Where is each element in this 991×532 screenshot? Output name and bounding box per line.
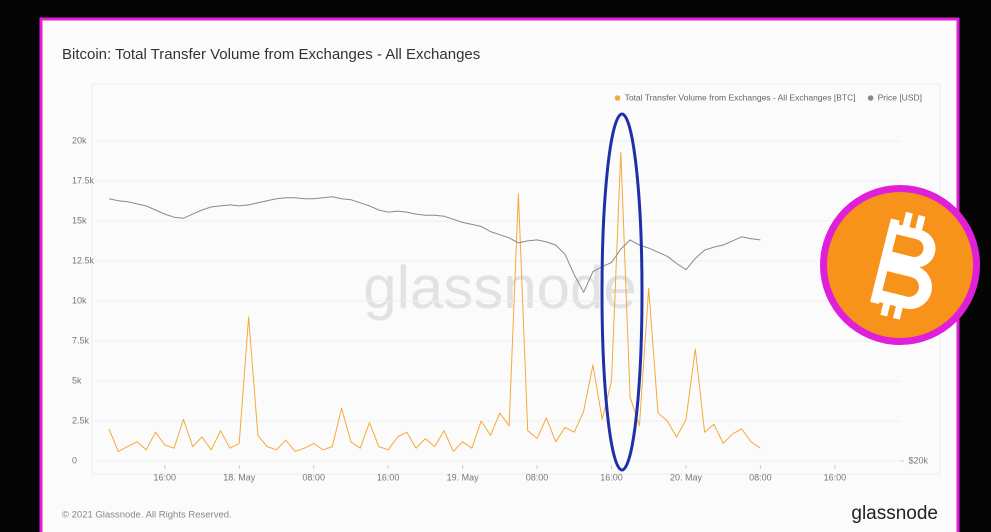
footer: © 2021 Glassnode. All Rights Reserved. — [62, 510, 232, 521]
logo-symbol — [870, 211, 936, 320]
legend-marker — [867, 95, 874, 101]
plot: 0 2.5k 5k 7.5k 10k 12.5k 15k 17.5k 20k $20k 16:00 1… — [72, 92, 928, 482]
x-tick-label: 08:00 — [749, 472, 772, 482]
y-tick-label: 12.5k — [72, 255, 95, 265]
y-tick-label: 17.5k — [72, 175, 95, 185]
y-tick-label: 20k — [72, 135, 87, 145]
x-tick-label: 16:00 — [154, 472, 177, 482]
y-tick-label: 5k — [72, 375, 82, 385]
series-line — [108, 196, 761, 293]
watermark: glassnode — [363, 254, 637, 321]
x-tick-label: 20. May — [670, 472, 703, 482]
series-line — [108, 151, 761, 452]
highlight-ellipse — [600, 112, 644, 472]
bitcoin-logo — [820, 185, 980, 345]
x-tick-label: 16:00 — [824, 472, 847, 482]
brand-logo: glassnode — [851, 503, 938, 524]
chart-title: Bitcoin: Total Transfer Volume from Exch… — [62, 46, 480, 63]
legend-label: Total Transfer Volume from Exchanges - A… — [625, 92, 856, 102]
card-frame — [39, 17, 960, 532]
x-tick-label: 19. May — [447, 472, 480, 482]
legend-label: Price [USD] — [878, 92, 922, 102]
legend-marker — [614, 95, 621, 101]
y-tick-label: 15k — [72, 215, 87, 225]
x-tick-label: 18. May — [223, 472, 256, 482]
x-tick-label: 16:00 — [377, 472, 400, 482]
x-tick-label: 16:00 — [600, 472, 623, 482]
y-tick-label: 2.5k — [72, 415, 90, 425]
x-tick-label: 08:00 — [526, 472, 549, 482]
y2-tick-label: $20k — [908, 455, 928, 465]
y-tick-label: 7.5k — [72, 335, 90, 345]
y-tick-label: 0 — [72, 455, 77, 465]
x-tick-label: 08:00 — [302, 472, 325, 482]
y-tick-label: 10k — [72, 295, 87, 305]
